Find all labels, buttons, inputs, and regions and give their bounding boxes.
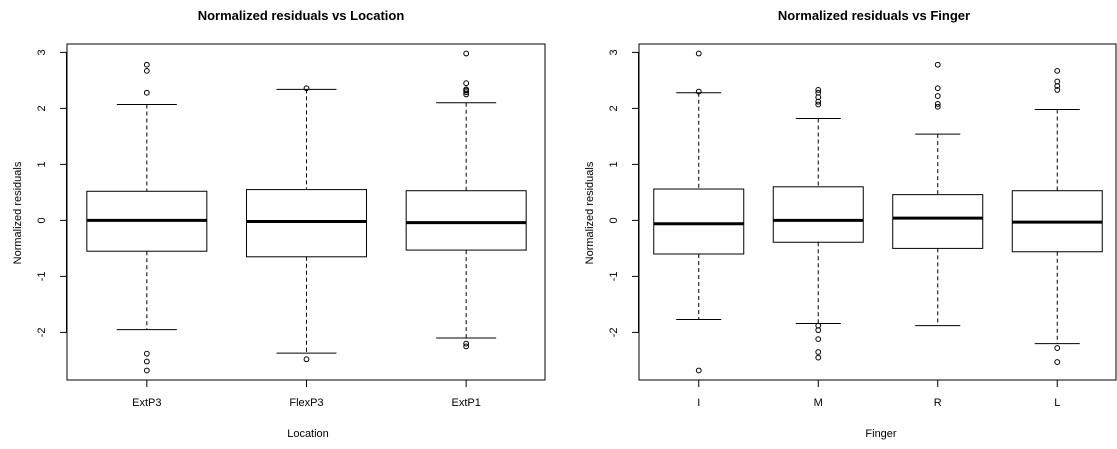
outlier-point <box>934 101 941 107</box>
boxplot-M <box>772 87 864 361</box>
outlier-point <box>463 80 470 87</box>
outlier-point <box>143 358 150 365</box>
x-tick-label: FlexP3 <box>289 397 323 409</box>
outlier-point <box>934 103 941 110</box>
boxplot-I <box>653 50 745 374</box>
y-tick-label: -2 <box>608 328 620 338</box>
y-tick-label: 3 <box>608 49 620 55</box>
y-tick-label: 3 <box>36 49 48 55</box>
iqr-box <box>653 188 745 255</box>
y-tick-label: 0 <box>608 217 620 223</box>
y-tick-label: 1 <box>608 161 620 167</box>
outlier-point <box>143 350 150 357</box>
y-tick-label: -1 <box>608 272 620 282</box>
outlier-point <box>815 87 822 93</box>
outlier-point <box>815 89 822 96</box>
boxplot-R <box>892 61 984 327</box>
outlier-point <box>815 327 822 334</box>
y-tick-label: 2 <box>36 105 48 111</box>
outlier-point <box>815 101 822 108</box>
y-tick-label: -1 <box>36 272 48 282</box>
x-tick-label: M <box>814 397 823 409</box>
outlier-point <box>695 88 702 95</box>
x-axis-label: Finger <box>865 428 897 440</box>
outlier-point <box>463 50 470 57</box>
outlier-point <box>934 85 941 92</box>
iqr-box <box>892 194 984 249</box>
y-axis-label: Normalized residuals <box>584 161 596 264</box>
boxplot-ExtP1 <box>405 50 527 350</box>
y-axis-label: Normalized residuals <box>12 161 24 264</box>
outlier-point <box>934 93 941 99</box>
x-axis-label: Location <box>287 428 329 440</box>
outlier-point <box>143 67 150 74</box>
outlier-point <box>815 354 822 361</box>
x-tick-label: L <box>1054 397 1060 409</box>
y-tick-label: 0 <box>36 217 48 223</box>
outlier-point <box>143 367 150 374</box>
iqr-box <box>405 190 527 251</box>
outlier-point <box>463 86 470 93</box>
outlier-point <box>815 349 822 355</box>
y-tick-label: 2 <box>608 105 620 111</box>
y-tick-label: -2 <box>36 328 48 338</box>
outlier-point <box>695 367 702 374</box>
outlier-point <box>143 61 150 68</box>
outlier-point <box>143 89 150 96</box>
outlier-point <box>1054 345 1061 351</box>
iqr-box <box>246 189 367 258</box>
boxplot-FlexP3 <box>246 85 367 363</box>
outlier-point <box>463 343 470 350</box>
outlier-point <box>1054 67 1061 74</box>
chart-title: Normalized residuals vs Finger <box>778 8 970 23</box>
outlier-point <box>934 61 941 68</box>
outlier-point <box>1054 359 1061 365</box>
y-tick-label: 1 <box>36 161 48 167</box>
x-tick-label: R <box>934 397 942 409</box>
chart-location: Normalized residuals vs Location Normali… <box>12 8 546 440</box>
x-tick-label: ExtP3 <box>132 397 161 409</box>
plot-area: -2 -1 0 1 2 3 I M R L <box>608 43 1117 409</box>
boxplot-ExtP3 <box>86 61 208 374</box>
outlier-point <box>1054 78 1061 85</box>
iqr-box <box>772 186 864 243</box>
outlier-point <box>695 50 702 57</box>
outlier-point <box>1054 87 1061 93</box>
outlier-point <box>815 336 822 343</box>
x-tick-label: I <box>697 397 700 409</box>
x-tick-label: ExtP1 <box>451 397 480 409</box>
boxplot-L <box>1011 67 1103 365</box>
chart-title: Normalized residuals vs Location <box>198 8 405 23</box>
plot-area: -2 -1 0 1 2 3 ExtP3 FlexP3 ExtP1 <box>36 43 546 409</box>
outlier-point <box>463 340 470 347</box>
outlier-point <box>303 85 310 92</box>
chart-finger: Normalized residuals vs Finger Normalize… <box>584 8 1117 440</box>
outlier-point <box>463 89 470 96</box>
outlier-point <box>303 356 310 363</box>
